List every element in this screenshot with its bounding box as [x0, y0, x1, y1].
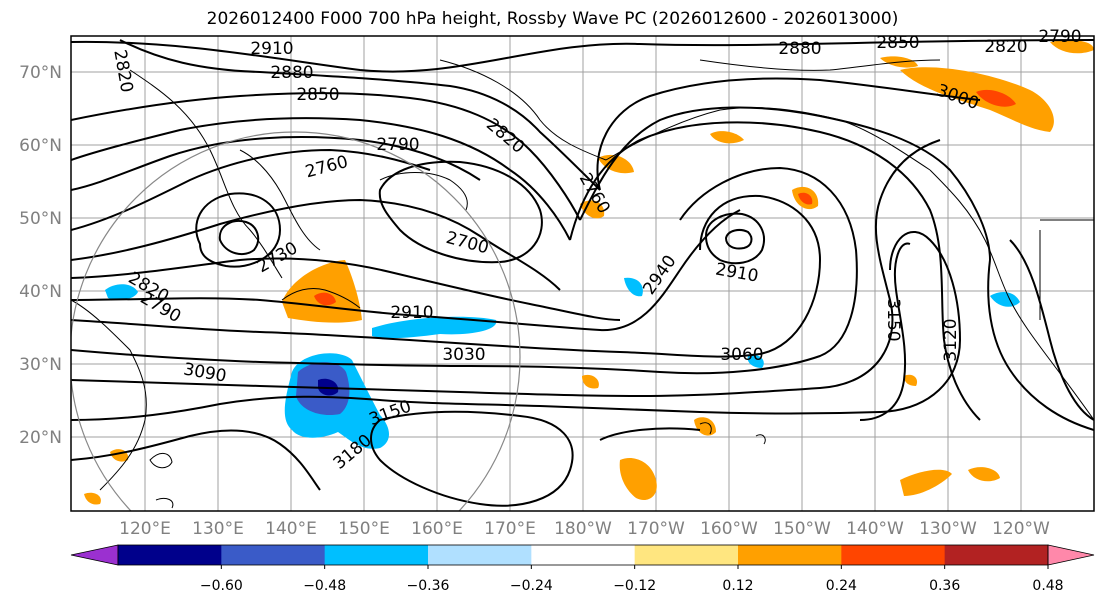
colorbar-segment	[428, 545, 532, 565]
lon-tick-label: 180°W	[554, 519, 612, 539]
colorbar-tick-label: 0.48	[1032, 578, 1063, 594]
anomaly-shading	[84, 40, 1094, 505]
colorbar-segment	[221, 545, 326, 565]
lon-tick-label: 120°W	[992, 519, 1050, 539]
pos-anomaly-patch	[84, 492, 101, 505]
neg-anomaly-patch	[105, 284, 138, 300]
colorbar-tick-label: −0.36	[407, 578, 450, 594]
pos-anomaly-patch	[1050, 40, 1094, 54]
colorbar-segment	[634, 545, 739, 565]
colorbar-segment	[944, 545, 1049, 565]
colorbar-tick-label: −0.48	[303, 578, 346, 594]
lon-tick-label: 150°E	[338, 519, 390, 539]
contour-label: 3120	[941, 318, 961, 361]
contour-label: 2790	[376, 135, 419, 155]
colorbar-segment	[841, 545, 946, 565]
pos-anomaly-patch	[314, 292, 336, 306]
lon-tick-label: 170°E	[484, 519, 536, 539]
contour-label: 2880	[270, 63, 313, 83]
gridlines	[71, 36, 1094, 511]
pos-anomaly-patch	[694, 417, 716, 436]
lon-tick-label: 160°E	[411, 519, 463, 539]
lon-tick-label: 120°E	[119, 519, 171, 539]
contour-labels: 2910 2880 2850 2820 2820 2790 2760 2730 …	[109, 27, 1081, 474]
colorbar	[70, 544, 1095, 566]
contour-label: 2700	[444, 228, 491, 259]
pos-anomaly-patch	[968, 467, 1000, 482]
colorbar-tick-labels: −0.60 −0.48 −0.36 −0.24 −0.12 0.12 0.24 0.36 0.4…	[200, 565, 1064, 594]
pos-anomaly-patch	[900, 469, 952, 496]
height-contours	[71, 39, 1094, 507]
lat-tick-label: 70°N	[19, 63, 62, 83]
colorbar-extend-high	[1047, 544, 1095, 566]
colorbar-tick-label: 0.12	[722, 578, 753, 594]
contour-label: 2940	[639, 252, 680, 299]
colorbar-segment	[738, 545, 842, 565]
lat-tick-label: 60°N	[19, 136, 62, 156]
contour-label: 3030	[442, 345, 485, 365]
colorbar-tick-label: 0.36	[929, 578, 960, 594]
lon-tick-label: 130°E	[192, 519, 244, 539]
colorbar-tick-label: −0.12	[613, 578, 656, 594]
pos-anomaly-patch	[282, 260, 362, 323]
pos-anomaly-patch	[710, 131, 744, 144]
contour-label: 2760	[303, 152, 350, 183]
contour-label: 3150	[883, 298, 903, 341]
pos-anomaly-patch	[976, 89, 1016, 107]
lat-tick-label: 30°N	[19, 355, 62, 375]
lon-tick-label: 160°W	[700, 519, 758, 539]
neg-anomaly-patch	[747, 354, 764, 368]
map-frame	[70, 35, 1095, 512]
pos-anomaly-patch	[904, 374, 918, 386]
lat-tick-label: 50°N	[19, 209, 62, 229]
contour-label: 2820	[482, 115, 528, 158]
contour-label: 2910	[250, 39, 293, 59]
latitude-tick-labels: 70°N 60°N 50°N 40°N 30°N 20°N	[19, 63, 62, 448]
contour-label: 2850	[876, 33, 919, 53]
lat-tick-label: 40°N	[19, 282, 62, 302]
contour-label: 2820	[984, 37, 1027, 57]
colorbar-outline	[117, 544, 1049, 566]
lon-tick-label: 130°W	[919, 519, 977, 539]
colorbar-segment	[118, 545, 222, 565]
colorbar-tick-label: −0.24	[510, 578, 553, 594]
lon-tick-label: 140°W	[846, 519, 904, 539]
colorbar-segment	[324, 545, 429, 565]
contour-label: 2910	[714, 259, 760, 286]
reference-circle	[71, 131, 521, 511]
lon-tick-label: 150°W	[773, 519, 831, 539]
colorbar-segment	[531, 545, 636, 565]
neg-anomaly-patch	[372, 316, 497, 339]
contour-label: 2850	[296, 85, 339, 105]
pos-anomaly-patch	[580, 200, 605, 219]
lon-tick-label: 140°E	[265, 519, 317, 539]
map-title: 2026012400 F000 700 hPa height, Rossby W…	[206, 9, 899, 29]
colorbar-tick-label: 0.24	[826, 578, 857, 594]
lat-tick-label: 20°N	[19, 428, 62, 448]
contour-label: 2790	[1038, 27, 1081, 47]
pos-anomaly-patch	[582, 374, 599, 389]
contour-label: 3060	[720, 345, 763, 365]
colorbar-extend-low	[70, 544, 119, 566]
pos-anomaly-patch	[619, 458, 657, 500]
contour-label: 2820	[109, 48, 136, 94]
neg-anomaly-patch	[990, 292, 1020, 307]
contour-label: 2760	[575, 170, 614, 217]
colorbar-tick-label: −0.60	[200, 578, 243, 594]
pos-anomaly-patch	[798, 192, 813, 205]
contour-label: 2880	[778, 39, 821, 59]
contour-label: 2910	[390, 303, 433, 323]
neg-anomaly-patch	[624, 277, 643, 297]
longitude-tick-labels: 120°E 130°E 140°E 150°E 160°E 170°E 180°W 170°W…	[119, 519, 1050, 539]
lon-tick-label: 170°W	[627, 519, 685, 539]
